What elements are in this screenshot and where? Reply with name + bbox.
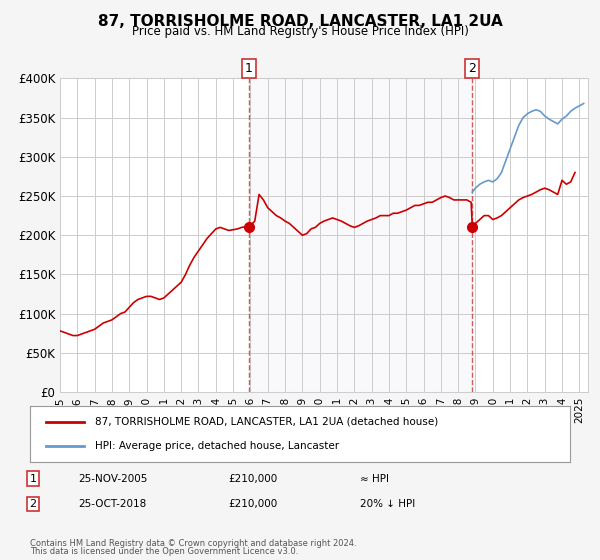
Text: 87, TORRISHOLME ROAD, LANCASTER, LA1 2UA: 87, TORRISHOLME ROAD, LANCASTER, LA1 2UA — [98, 14, 502, 29]
Text: 2: 2 — [29, 499, 37, 509]
Text: 87, TORRISHOLME ROAD, LANCASTER, LA1 2UA (detached house): 87, TORRISHOLME ROAD, LANCASTER, LA1 2UA… — [95, 417, 438, 427]
Text: Contains HM Land Registry data © Crown copyright and database right 2024.: Contains HM Land Registry data © Crown c… — [30, 539, 356, 548]
Text: Price paid vs. HM Land Registry's House Price Index (HPI): Price paid vs. HM Land Registry's House … — [131, 25, 469, 38]
Text: This data is licensed under the Open Government Licence v3.0.: This data is licensed under the Open Gov… — [30, 547, 298, 556]
Text: £210,000: £210,000 — [228, 499, 277, 509]
Text: 1: 1 — [245, 62, 253, 75]
Text: £210,000: £210,000 — [228, 474, 277, 484]
Text: ≈ HPI: ≈ HPI — [360, 474, 389, 484]
Text: 20% ↓ HPI: 20% ↓ HPI — [360, 499, 415, 509]
Text: 25-NOV-2005: 25-NOV-2005 — [78, 474, 148, 484]
Text: 2: 2 — [469, 62, 476, 75]
Text: 25-OCT-2018: 25-OCT-2018 — [78, 499, 146, 509]
Bar — [248, 78, 472, 392]
Text: HPI: Average price, detached house, Lancaster: HPI: Average price, detached house, Lanc… — [95, 441, 339, 451]
Text: 1: 1 — [29, 474, 37, 484]
